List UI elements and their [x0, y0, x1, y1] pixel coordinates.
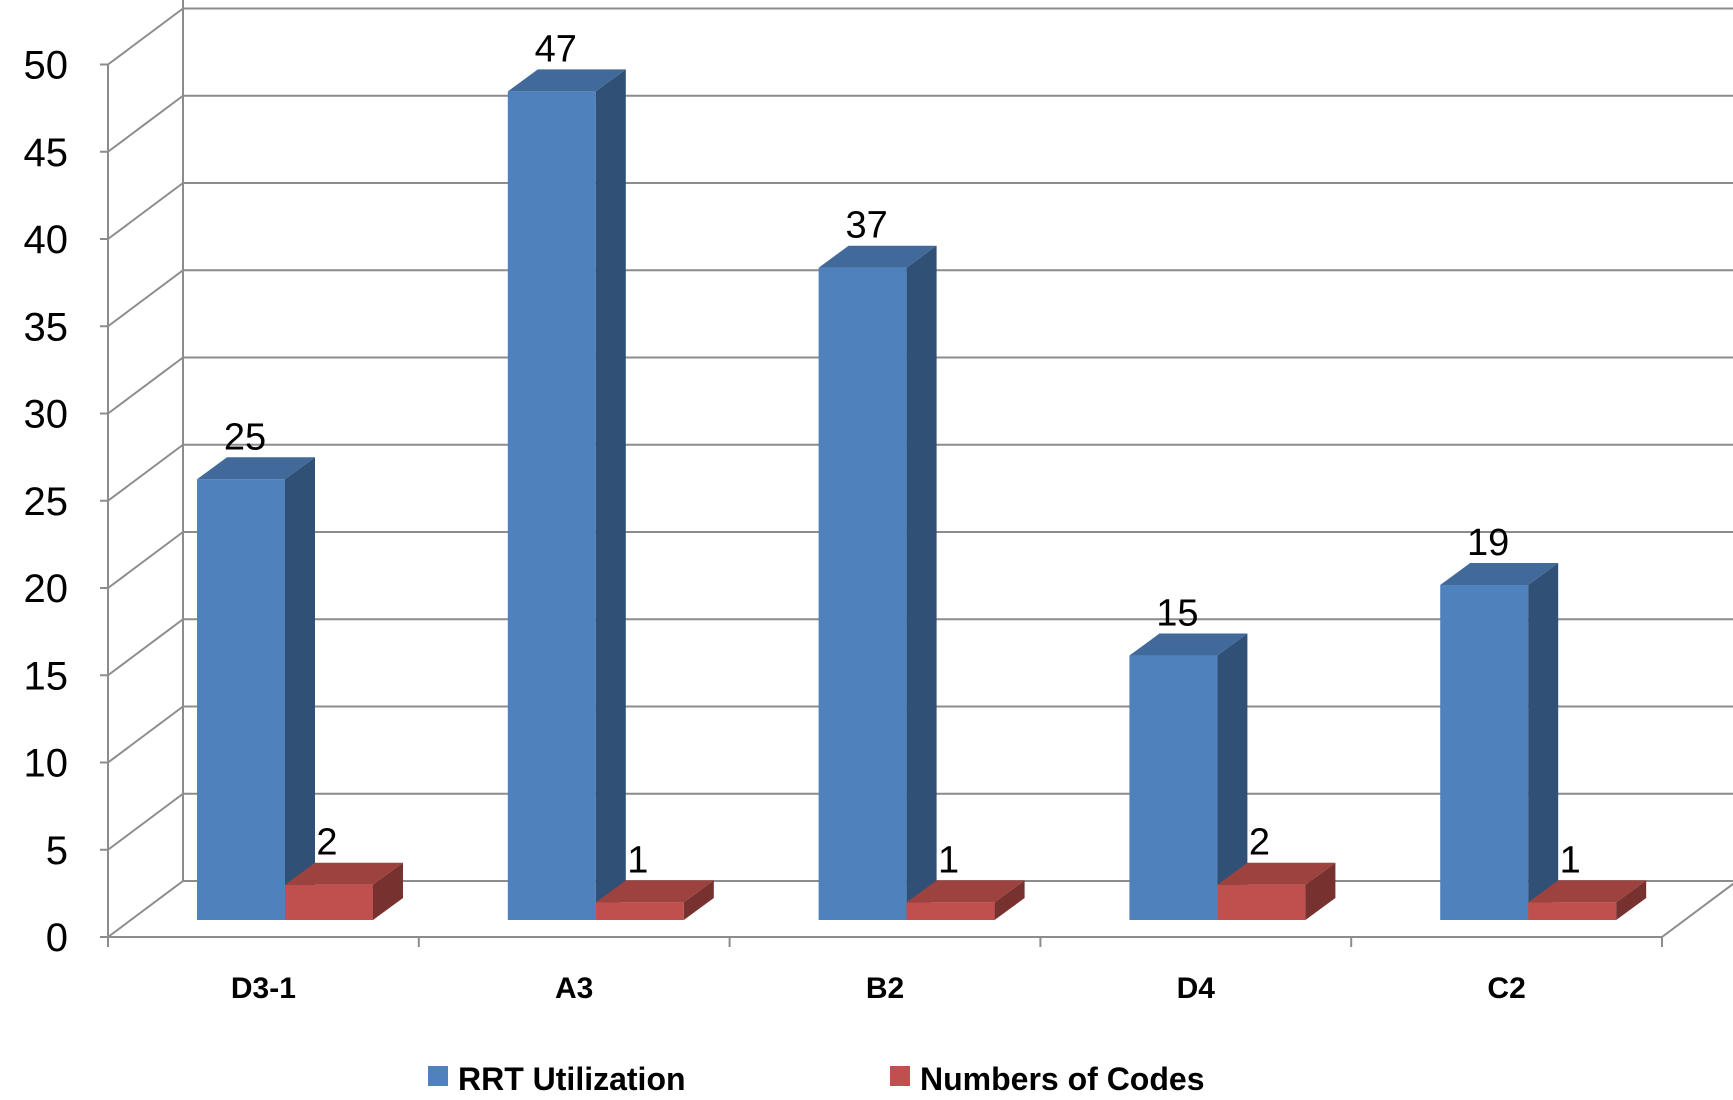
y-tick-label: 35 — [24, 305, 69, 349]
data-label: 15 — [1156, 593, 1198, 635]
gridlines — [107, 7, 1733, 938]
gridline-depth-0 — [107, 880, 184, 938]
gridline-depth-30 — [107, 356, 184, 415]
bar-side — [1305, 862, 1336, 920]
axes — [100, 0, 1733, 947]
bar-top — [285, 862, 403, 885]
x-category-label: D3-1 — [231, 972, 296, 1005]
data-label: 37 — [845, 205, 887, 247]
data-label: 1 — [1560, 839, 1581, 881]
bar-side — [373, 862, 403, 920]
x-category-label: A3 — [555, 972, 593, 1005]
data-label: 2 — [1249, 822, 1270, 864]
bar-front — [1217, 884, 1306, 920]
bar-top — [1440, 563, 1559, 586]
gridline-depth-35 — [107, 269, 184, 328]
bar-front — [1129, 655, 1218, 920]
bar-top — [906, 880, 1025, 903]
bar-side — [1616, 880, 1647, 920]
y-tick-label: 5 — [46, 829, 68, 873]
y-tick-label: 25 — [24, 480, 69, 524]
legend-label: Numbers of Codes — [920, 1061, 1204, 1095]
gridline-depth-40 — [107, 182, 184, 240]
bar-front — [818, 267, 907, 920]
bar-side — [285, 457, 315, 920]
y-tick-label: 10 — [24, 742, 69, 786]
gridline-depth-5 — [107, 792, 184, 851]
bar-side — [595, 69, 626, 920]
gridline-depth-20 — [107, 531, 184, 589]
legend-swatch — [890, 1066, 910, 1086]
gridline-depth-50 — [107, 7, 184, 66]
data-label: 19 — [1467, 522, 1509, 564]
bar-side — [994, 880, 1025, 920]
bar-side — [1217, 633, 1248, 920]
bar-top — [507, 69, 626, 92]
bar-codes-D4 — [1217, 862, 1336, 920]
y-tick-label: 20 — [24, 567, 69, 611]
gridline-depth-45 — [107, 94, 184, 153]
bar-codes-B2 — [906, 880, 1025, 920]
gridline-depth-10 — [107, 705, 184, 764]
y-tick-label: 50 — [24, 44, 69, 88]
bar-top — [1528, 880, 1647, 903]
bars — [197, 69, 1647, 920]
y-tick-label: 45 — [24, 131, 69, 175]
y-tick-label: 0 — [46, 916, 68, 960]
bar-side — [906, 245, 937, 920]
data-label: 2 — [316, 822, 337, 864]
bar-rrt-C2 — [1440, 563, 1559, 920]
labels: 0 5 10 15 20 25 30 35 40 45 50 25 2 D3-1 47 1 A3 37 1 B2 15 2… — [24, 28, 1581, 1005]
bar-front — [197, 479, 285, 920]
bar-top — [595, 880, 714, 903]
bar-rrt-D3-1 — [197, 457, 315, 920]
legend-label: RRT Utilization — [458, 1061, 686, 1095]
bar-front — [285, 884, 373, 920]
bar-top — [1129, 633, 1248, 656]
bar-top — [1217, 862, 1336, 885]
bar-codes-D3-1 — [285, 862, 403, 920]
legend: RRT Utilization Numbers of Codes — [428, 1061, 1204, 1097]
bar-top — [818, 245, 937, 268]
floor-right-edge — [1661, 882, 1733, 938]
data-label: 25 — [224, 416, 266, 458]
x-category-label: C2 — [1487, 972, 1525, 1005]
data-label: 1 — [938, 839, 959, 881]
y-tick-label: 40 — [24, 218, 69, 262]
x-category-label: D4 — [1177, 972, 1216, 1005]
bar-top — [197, 457, 315, 480]
bar-side — [683, 880, 714, 920]
bar-codes-C2 — [1528, 880, 1647, 920]
bar-rrt-D4 — [1129, 633, 1248, 920]
gridline-depth-25 — [107, 443, 184, 502]
y-tick-label: 30 — [24, 393, 69, 437]
data-label: 47 — [535, 28, 577, 70]
y-tick-label: 15 — [24, 654, 69, 698]
bar-front — [1440, 585, 1529, 920]
bar-side — [1528, 563, 1559, 920]
x-category-label: B2 — [866, 972, 904, 1005]
legend-swatch — [428, 1066, 448, 1086]
bar-rrt-B2 — [818, 245, 937, 920]
bar-codes-A3 — [595, 880, 714, 920]
bar-front — [1528, 902, 1617, 920]
gridline-depth-15 — [107, 618, 184, 677]
bar-front — [595, 902, 684, 920]
bar-rrt-A3 — [507, 69, 626, 920]
bar-front — [906, 902, 995, 920]
bar-front — [507, 91, 596, 920]
data-label: 1 — [627, 839, 648, 881]
